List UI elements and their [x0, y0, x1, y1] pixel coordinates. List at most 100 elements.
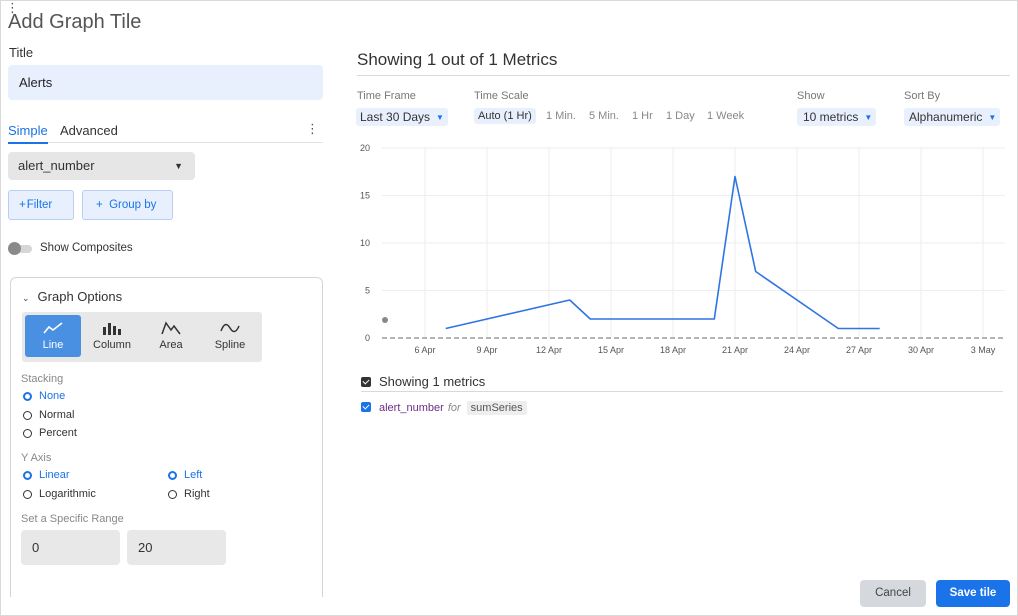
show-label: Show [797, 90, 825, 102]
metric-select-value: alert_number [18, 158, 95, 173]
legend-metric-name: alert_number [379, 402, 444, 414]
graph-options-panel: ⌄ Graph Options Line Column Area [10, 277, 323, 597]
chart-type-label: Column [93, 339, 131, 351]
group-by-button[interactable]: + Group by [82, 190, 173, 220]
x-tick-label: 9 Apr [476, 345, 497, 355]
show-composites-toggle[interactable] [8, 242, 34, 255]
chevron-down-icon: ⌄ [22, 293, 30, 303]
y-tick-label: 5 [365, 286, 370, 296]
toggle-track [12, 245, 32, 253]
show-value: 10 metrics [803, 110, 859, 124]
stacking-normal-radio[interactable]: Normal [23, 409, 74, 421]
caret-down-icon: ▼ [988, 113, 997, 122]
legend-function: sumSeries [466, 401, 527, 415]
mode-tabs: Simple Advanced ⋮ [8, 121, 323, 144]
radio-icon [168, 490, 177, 499]
radio-icon [23, 429, 32, 438]
save-tile-button[interactable]: Save tile [936, 580, 1010, 607]
chart-type-group: Line Column Area Spline [22, 312, 262, 362]
show-select[interactable]: 10 metrics ▼ [797, 108, 877, 126]
window-menu-icon[interactable]: ⋮ [6, 0, 19, 15]
cancel-button[interactable]: Cancel [860, 580, 926, 607]
chart-type-column[interactable]: Column [84, 315, 140, 357]
x-tick-label: 3 May [971, 345, 996, 355]
caret-down-icon: ▼ [864, 113, 873, 122]
radio-label: None [39, 390, 66, 402]
legend-header-label: Showing 1 metrics [379, 374, 486, 389]
time-frame-select[interactable]: Last 30 Days ▼ [356, 108, 448, 126]
tab-simple[interactable]: Simple [8, 123, 48, 144]
filter-label: Filter [26, 199, 53, 211]
y-tick-label: 15 [360, 191, 370, 201]
axis-handle-icon [382, 317, 388, 323]
range-label: Set a Specific Range [21, 513, 124, 525]
y-axis-right-radio[interactable]: Right [168, 488, 210, 500]
time-frame-label: Time Frame [357, 90, 416, 102]
show-composites-label: Show Composites [40, 242, 133, 254]
legend-divider [361, 391, 1003, 392]
sort-by-select[interactable]: Alphanumeric ▼ [904, 108, 1001, 126]
y-axis-linear-radio[interactable]: Linear [23, 469, 70, 481]
y-tick-label: 10 [360, 238, 370, 248]
y-axis-left-radio[interactable]: Left [168, 469, 202, 481]
time-scale-1day[interactable]: 1 Day [666, 110, 695, 122]
chart-type-label: Line [42, 339, 64, 351]
time-frame-value: Last 30 Days [360, 110, 431, 124]
legend-header[interactable]: Showing 1 metrics [361, 374, 485, 389]
x-tick-label: 15 Apr [598, 345, 624, 355]
chart-type-spline[interactable]: Spline [202, 315, 258, 357]
spline-chart-icon [220, 323, 240, 333]
caret-down-icon: ▼ [436, 113, 444, 122]
radio-label: Linear [39, 469, 70, 481]
radio-label: Normal [39, 409, 75, 421]
chart-type-line[interactable]: Line [25, 315, 81, 357]
time-scale-5min[interactable]: 5 Min. [589, 110, 619, 122]
legend-for-keyword: for [447, 402, 461, 414]
time-scale-auto[interactable]: Auto (1 Hr) [474, 108, 536, 124]
x-tick-label: 27 Apr [846, 345, 872, 355]
range-min-input[interactable]: 0 [21, 530, 120, 565]
add-filter-button[interactable]: + Filter [8, 190, 74, 220]
x-tick-label: 12 Apr [536, 345, 562, 355]
chart-type-label: Spline [214, 339, 246, 351]
graph-options-title: Graph Options [37, 289, 123, 304]
line-chart-icon [43, 322, 63, 334]
metric-select[interactable]: alert_number ▼ [8, 152, 195, 180]
range-max-input[interactable]: 20 [127, 530, 226, 565]
tabs-menu-icon[interactable]: ⋮ [306, 121, 319, 136]
time-scale-1hr[interactable]: 1 Hr [632, 110, 653, 122]
x-tick-label: 30 Apr [908, 345, 934, 355]
radio-icon [23, 471, 32, 480]
y-tick-label: 0 [365, 333, 370, 343]
y-tick-label: 20 [360, 143, 370, 153]
title-label: Title [9, 45, 34, 60]
stacking-label: Stacking [21, 373, 64, 385]
time-scale-1min[interactable]: 1 Min. [546, 110, 576, 122]
chart-type-area[interactable]: Area [143, 315, 199, 357]
column-chart-icon [103, 323, 121, 335]
time-scale-1week[interactable]: 1 Week [707, 110, 745, 122]
legend-item[interactable]: alert_number for sumSeries [361, 401, 527, 415]
stacking-percent-radio[interactable]: Percent [23, 427, 77, 439]
graph-options-header[interactable]: ⌄ Graph Options [22, 289, 122, 304]
plus-icon: + [19, 199, 26, 211]
x-tick-label: 24 Apr [784, 345, 810, 355]
radio-icon [23, 490, 32, 499]
sort-by-label: Sort By [904, 90, 941, 102]
checkbox-icon [361, 377, 371, 387]
series-line-alert-number [445, 175, 880, 330]
metrics-count-title: Showing 1 out of 1 Metrics [357, 50, 558, 69]
title-divider [357, 75, 1010, 76]
checkbox-icon [361, 402, 371, 412]
y-axis-label: Y Axis [21, 452, 52, 464]
tab-advanced[interactable]: Advanced [60, 123, 118, 138]
x-tick-label: 21 Apr [722, 345, 748, 355]
metric-line-chart: 0 5 10 15 20 6 Apr 9 Apr 12 Apr 15 Apr 18 Apr 21 A… [360, 143, 1005, 355]
group-by-label: Group by [109, 199, 157, 211]
chart-type-label: Area [159, 339, 183, 351]
toggle-knob [8, 242, 21, 255]
title-input[interactable]: Alerts [8, 65, 323, 100]
stacking-none-radio[interactable]: None [23, 390, 65, 402]
y-axis-log-radio[interactable]: Logarithmic [23, 488, 96, 500]
area-chart-icon [161, 321, 181, 335]
